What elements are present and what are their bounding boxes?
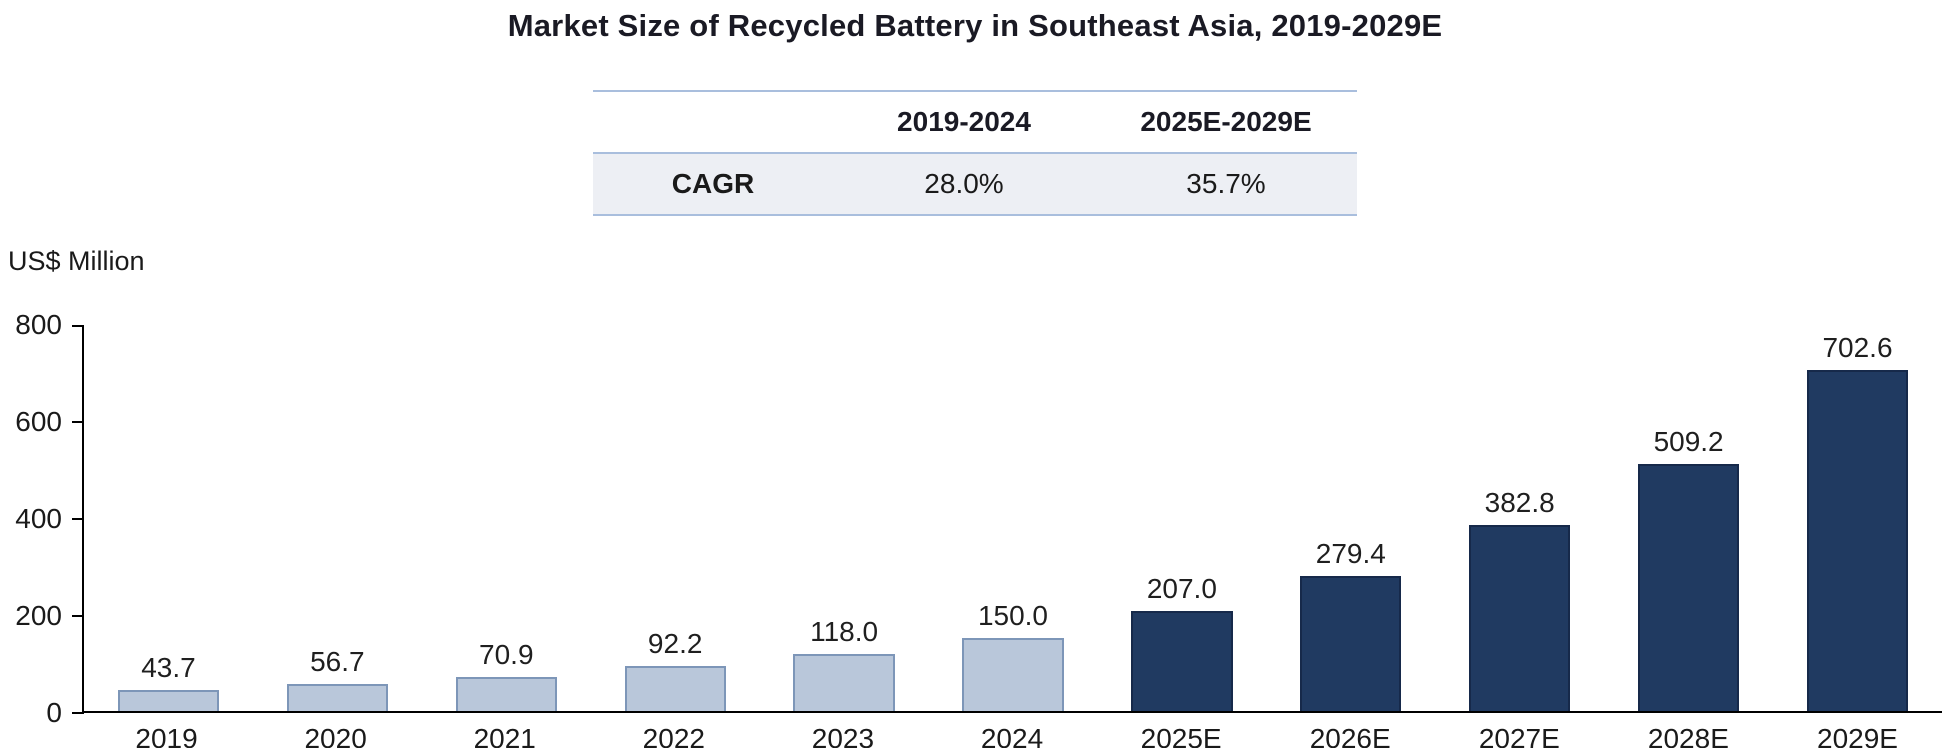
bar-chart: 43.7 56.7 70.9 92.2 118.0 150.0 207.0 279.4 382.… [0, 311, 1950, 727]
x-axis-label: 2019 [135, 723, 198, 748]
bar-forecast [1637, 464, 1740, 711]
bar-value-label: 382.8 [1484, 487, 1555, 519]
cagr-table-corner-cell [593, 91, 833, 153]
bar-value-label: 509.2 [1653, 426, 1724, 458]
bar-value-label: 150.0 [977, 600, 1049, 632]
y-axis-tick-label: 0 [46, 697, 62, 728]
bar-historical [117, 689, 220, 711]
y-axis-tick-mark [72, 615, 84, 617]
x-axis-labels: 2019 2020 2021 2022 2023 2024 2025E 2026E 2027E 2… [0, 723, 1950, 748]
bar-forecast [1469, 525, 1571, 711]
bar-value-label: 70.9 [479, 638, 534, 670]
cagr-row-label: CAGR [671, 168, 755, 199]
y-axis-tick-mark [72, 325, 84, 327]
cagr-table-header-2019-2024: 2019-2024 [897, 106, 1031, 137]
bar-historical [455, 676, 557, 711]
x-axis-label: 2021 [473, 723, 536, 748]
bar-group: 43.7 [84, 325, 253, 711]
bar-group: 382.8 [1435, 325, 1604, 711]
bar-value-label: 279.4 [1315, 537, 1386, 569]
bar-group: 70.9 [422, 325, 591, 711]
y-axis-title: US$ Million [8, 246, 145, 276]
cagr-value-2019-2024: 28.0% [924, 168, 1004, 199]
cagr-value-2025e-2029e: 35.7% [1186, 168, 1266, 199]
cagr-table-header-2025e-2029e: 2025E-2029E [1140, 106, 1312, 137]
bar-group: 509.2 [1604, 325, 1773, 711]
bar-group: 92.2 [591, 325, 760, 711]
bar-group: 118.0 [760, 325, 929, 711]
bar-forecast [1131, 610, 1233, 711]
x-axis-label: 2020 [304, 723, 367, 748]
bar-historical [624, 666, 726, 711]
x-axis-label: 2028E [1647, 723, 1729, 748]
plot-area: 43.7 56.7 70.9 92.2 118.0 150.0 207.0 279.4 382.… [72, 325, 1942, 714]
bar-value-label: 118.0 [810, 615, 879, 647]
chart-title: Market Size of Recycled Battery in South… [507, 8, 1443, 43]
bar-group: 702.6 [1773, 325, 1942, 711]
x-axis-label: 2029E [1817, 723, 1898, 748]
bar-value-label: 92.2 [647, 628, 703, 660]
bar-forecast [1300, 575, 1402, 711]
bar-forecast [1806, 370, 1909, 711]
x-axis-label: 2023 [811, 723, 875, 748]
bar-group: 279.4 [1266, 325, 1435, 711]
bar-group: 207.0 [1097, 325, 1266, 711]
x-axis-label: 2026E [1309, 723, 1391, 748]
y-axis-tick-label: 600 [15, 406, 62, 437]
x-axis-label: 2027E [1478, 723, 1560, 748]
bar-value-label: 56.7 [310, 645, 365, 677]
x-axis-label: 2024 [980, 723, 1044, 748]
y-axis-tick-mark [72, 712, 84, 714]
y-axis-tick-label: 200 [15, 600, 62, 631]
bar-value-label: 207.0 [1146, 572, 1217, 604]
y-axis-tick-mark [72, 518, 84, 520]
bar-value-label: 702.6 [1822, 332, 1893, 364]
cagr-table-row: CAGR 28.0% 35.7% [593, 153, 1357, 215]
bar-value-label: 43.7 [141, 651, 196, 683]
bar-historical [793, 653, 895, 711]
y-axis-tick-label: 400 [15, 503, 62, 534]
y-axis-tick-mark [72, 421, 84, 423]
bar-historical [286, 683, 389, 711]
x-axis-label: 2022 [642, 723, 705, 748]
y-axis-tick-label: 800 [15, 309, 62, 340]
cagr-table: 2019-2024 2025E-2029E CAGR 28.0% 35.7% [593, 90, 1357, 216]
bar-group: 150.0 [929, 325, 1098, 711]
x-axis-label: 2025E [1140, 723, 1222, 748]
cagr-table-header-row: 2019-2024 2025E-2029E [593, 91, 1357, 153]
bar-group: 56.7 [253, 325, 422, 711]
bar-historical [962, 638, 1064, 711]
